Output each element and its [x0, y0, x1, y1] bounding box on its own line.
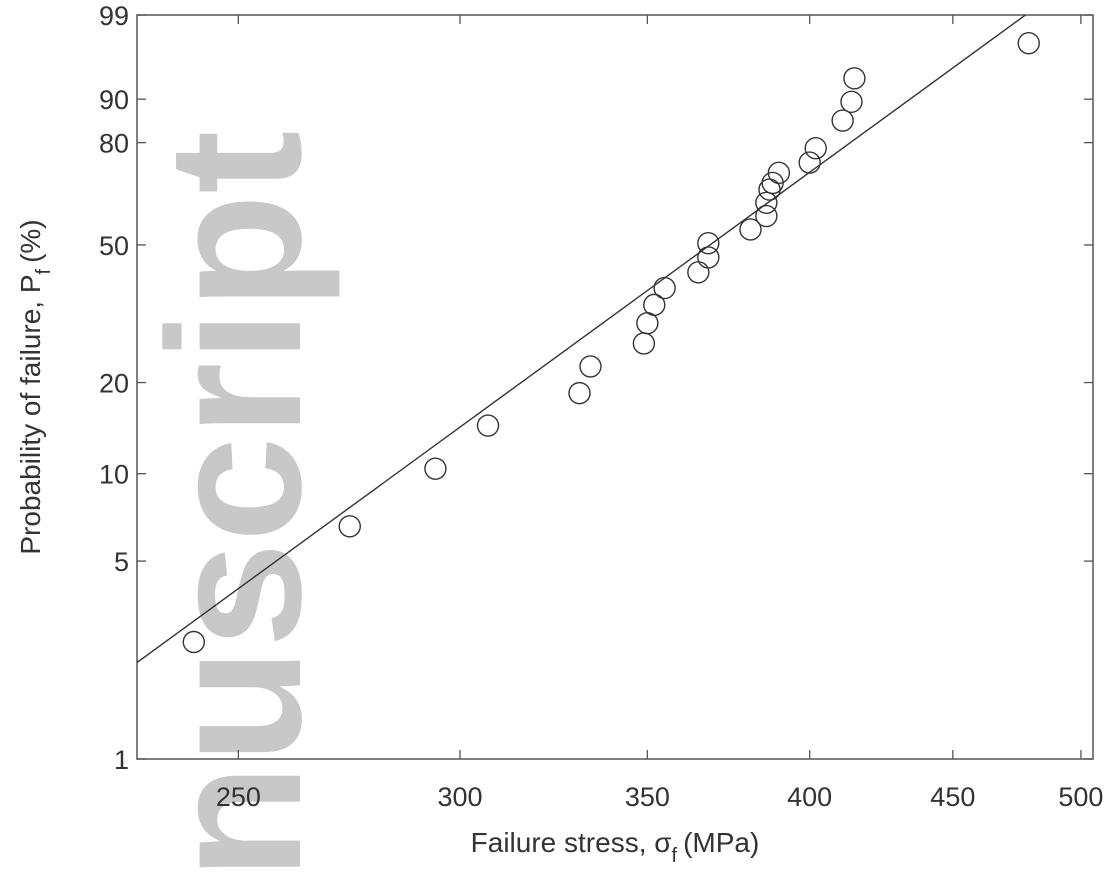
fit-line	[137, 15, 1027, 664]
data-point	[739, 218, 762, 241]
data-point	[653, 276, 676, 300]
y-tick-label: 5	[114, 547, 129, 577]
x-axis-title-main: Failure stress, σ	[471, 827, 672, 858]
x-tick-label: 350	[625, 782, 670, 812]
data-point	[804, 137, 827, 160]
data-point	[755, 204, 778, 228]
x-tick-label: 300	[437, 782, 482, 812]
x-tick-label: 450	[930, 782, 975, 812]
data-points	[182, 32, 1040, 654]
y-tick-label: 99	[99, 1, 129, 31]
data-point	[831, 109, 854, 132]
data-point	[767, 161, 791, 185]
data-point	[182, 630, 205, 654]
data-point	[697, 246, 720, 269]
y-tick-label: 10	[99, 460, 129, 490]
y-axis-ticks: 1 5 10 20 50 80 90 99	[99, 1, 1093, 775]
fit-line-group	[137, 15, 1027, 664]
x-tick-label: 250	[216, 782, 261, 812]
data-point	[643, 293, 666, 317]
watermark-text: nuscript	[129, 130, 341, 880]
y-axis-title-subscript: f	[33, 268, 55, 274]
data-point	[697, 231, 720, 255]
x-tick-label: 500	[1058, 782, 1103, 812]
y-tick-label: 90	[99, 85, 129, 115]
y-axis-title-unit: (%)	[15, 219, 46, 263]
y-tick-label: 20	[99, 369, 129, 399]
data-point	[1017, 32, 1040, 55]
data-point	[843, 67, 866, 90]
y-tick-label: 1	[114, 745, 129, 775]
data-point	[424, 457, 447, 480]
y-tick-label: 80	[99, 129, 129, 159]
plot-frame	[136, 14, 1094, 760]
x-axis-title: Failure stress, σf (MPa)	[471, 827, 760, 867]
data-point	[687, 261, 710, 284]
data-point	[476, 414, 500, 437]
x-tick-label: 400	[787, 782, 832, 812]
x-axis-title-subscript: f	[672, 845, 678, 867]
data-point	[798, 151, 821, 174]
y-axis-title: Probability of failure, Pf (%)	[15, 219, 55, 554]
data-point	[579, 355, 602, 378]
y-axis-title-main: Probability of failure, P	[15, 274, 46, 554]
y-tick-label: 50	[99, 231, 129, 261]
data-point	[568, 381, 591, 405]
x-axis-title-unit: (MPa)	[683, 827, 759, 858]
data-point	[840, 90, 863, 113]
data-point	[755, 191, 778, 214]
x-axis-ticks: 250 300 350 400 450 500	[216, 15, 1103, 812]
data-point	[632, 332, 656, 355]
data-point	[338, 515, 361, 538]
